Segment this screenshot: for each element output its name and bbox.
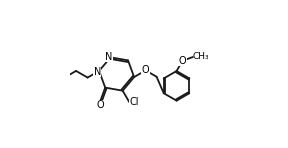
Text: N: N	[94, 67, 101, 77]
Text: N: N	[105, 52, 112, 62]
Text: O: O	[142, 65, 149, 75]
Text: O: O	[97, 100, 105, 110]
Text: Cl: Cl	[129, 97, 139, 107]
Text: CH₃: CH₃	[193, 53, 210, 61]
Text: O: O	[179, 56, 186, 66]
